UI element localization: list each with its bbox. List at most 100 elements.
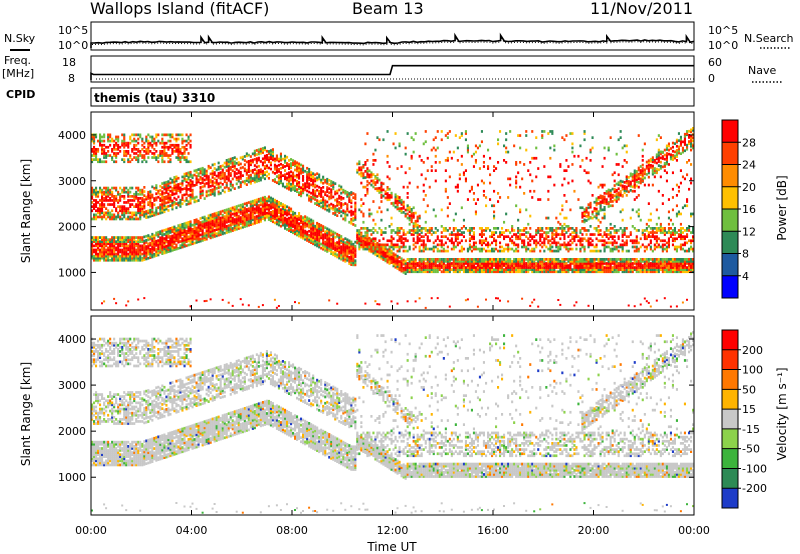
heatmap-cell	[356, 233, 359, 236]
heatmap-cell	[155, 192, 158, 196]
heatmap-cell	[424, 130, 427, 133]
heatmap-cell	[229, 172, 232, 175]
heatmap-cell	[105, 248, 108, 252]
heatmap-cell	[135, 205, 138, 208]
heatmap-cell	[101, 199, 104, 202]
heatmap-cell	[257, 173, 260, 176]
heatmap-cell	[191, 230, 194, 233]
heatmap-cell	[205, 178, 208, 181]
heatmap-cell	[159, 199, 162, 202]
heatmap-cell	[221, 230, 224, 234]
heatmap-cell	[175, 133, 178, 137]
heatmap-cell	[398, 144, 401, 148]
heatmap-cell	[93, 244, 96, 248]
heatmap-cell	[201, 235, 204, 238]
heatmap-cell	[229, 211, 232, 214]
heatmap-cell	[312, 230, 315, 233]
heatmap-cell	[175, 202, 178, 205]
heatmap-cell	[93, 158, 96, 161]
heatmap-cell	[322, 233, 325, 237]
heatmap-cell	[103, 246, 106, 250]
heatmap-cell	[181, 227, 184, 230]
heatmap-cell	[135, 203, 138, 206]
heatmap-cell	[446, 196, 449, 199]
heatmap-cell	[227, 209, 230, 213]
heatmap-cell	[442, 227, 445, 230]
heatmap-cell	[364, 176, 367, 179]
heatmap-cell	[107, 250, 110, 254]
heatmap-cell	[531, 156, 534, 160]
heatmap-cell	[318, 200, 321, 203]
heatmap-cell	[167, 145, 170, 149]
heatmap-cell	[310, 224, 313, 228]
heatmap-cell	[179, 152, 182, 155]
heatmap-cell	[292, 171, 295, 175]
heatmap-cell	[121, 258, 124, 262]
heatmap-cell	[430, 247, 433, 251]
heatmap-cell	[442, 262, 445, 265]
heatmap-cell	[376, 252, 379, 255]
heatmap-cell	[109, 217, 112, 221]
heatmap-cell	[113, 238, 116, 241]
heatmap-cell	[139, 133, 142, 137]
heatmap-cell	[511, 247, 514, 251]
heatmap-cell	[93, 240, 96, 243]
heatmap-cell	[235, 213, 238, 217]
heatmap-cell	[482, 189, 485, 193]
heatmap-cell	[354, 263, 357, 267]
heatmap-cell	[426, 169, 429, 172]
heatmap-cell	[185, 232, 188, 235]
heatmap-cell	[362, 165, 365, 168]
heatmap-cell	[213, 177, 216, 181]
heatmap-cell	[386, 198, 389, 202]
heatmap-cell	[153, 242, 156, 246]
heatmap-cell	[255, 175, 258, 179]
heatmap-cell	[460, 154, 463, 158]
heatmap-cell	[119, 256, 122, 260]
heatmap-cell	[179, 236, 182, 239]
heatmap-cell	[400, 263, 403, 267]
heatmap-cell	[275, 212, 278, 215]
heatmap-cell	[165, 232, 168, 236]
heatmap-cell	[531, 258, 534, 261]
heatmap-cell	[366, 187, 369, 191]
heatmap-cell	[161, 229, 164, 233]
heatmap-cell	[267, 176, 270, 180]
heatmap-cell	[171, 230, 174, 234]
heatmap-cell	[565, 231, 568, 234]
heatmap-cell	[382, 194, 385, 198]
heatmap-cell	[296, 233, 299, 237]
heatmap-cell	[543, 165, 546, 168]
heatmap-cell	[159, 205, 162, 209]
heatmap-cell	[139, 209, 142, 213]
heatmap-cell	[312, 197, 315, 200]
heatmap-cell	[97, 201, 100, 204]
heatmap-cell	[352, 259, 355, 263]
heatmap-cell	[468, 237, 471, 241]
heatmap-cell	[559, 303, 562, 306]
heatmap-cell	[424, 177, 427, 181]
heatmap-cell	[398, 256, 401, 259]
heatmap-cell	[123, 238, 126, 241]
heatmap-cell	[117, 252, 120, 256]
heatmap-cell	[320, 242, 323, 246]
heatmap-cell	[199, 167, 202, 171]
heatmap-cell	[219, 222, 222, 226]
heatmap-cell	[105, 244, 108, 248]
heatmap-cell	[149, 141, 152, 145]
heatmap-cell	[263, 200, 266, 203]
heatmap-cell	[430, 268, 433, 271]
heatmap-cell	[155, 206, 158, 210]
heatmap-cell	[167, 227, 170, 231]
heatmap-cell	[350, 261, 353, 264]
heatmap-cell	[183, 156, 186, 159]
heatmap-cell	[135, 217, 138, 221]
heatmap-cell	[231, 165, 234, 168]
heatmap-cell	[139, 256, 142, 260]
heatmap-cell	[416, 268, 419, 271]
heatmap-cell	[163, 148, 166, 151]
heatmap-cell	[257, 152, 260, 156]
heatmap-cell	[426, 229, 429, 232]
heatmap-cell	[247, 213, 250, 217]
heatmap-cell	[482, 247, 485, 251]
